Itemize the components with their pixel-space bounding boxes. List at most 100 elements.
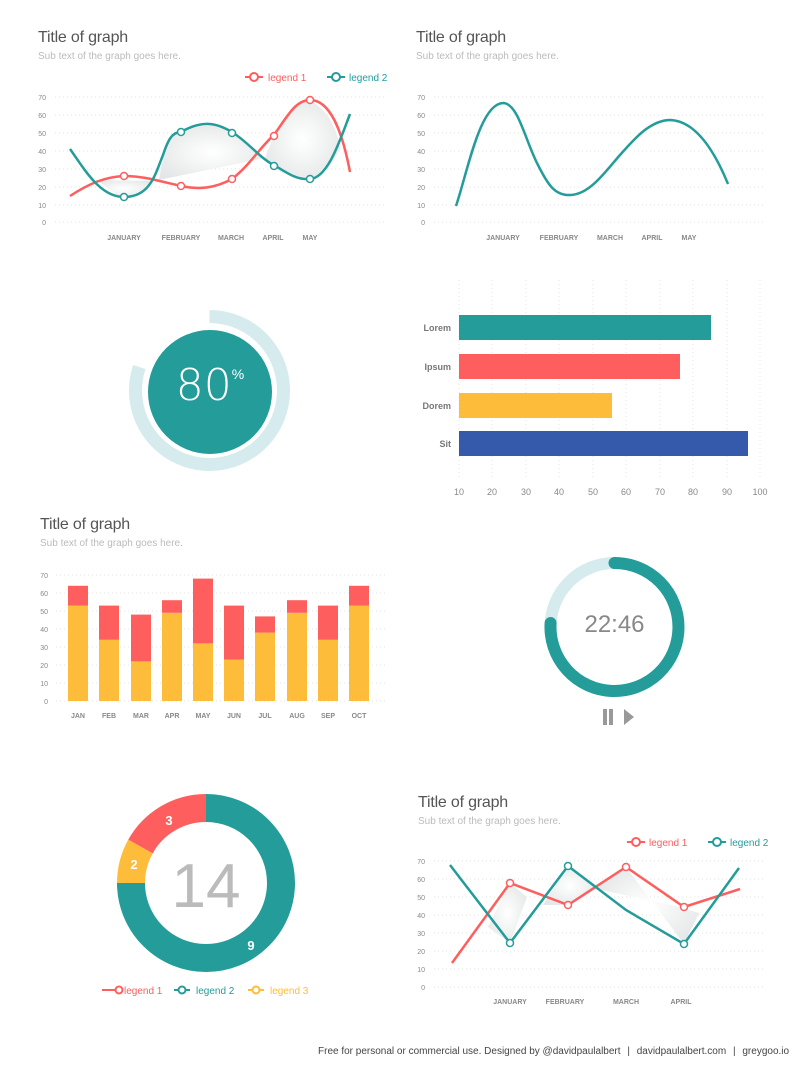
svg-text:SEP: SEP <box>321 713 335 720</box>
svg-text:9: 9 <box>247 938 254 953</box>
svg-text:APRIL: APRIL <box>642 235 664 242</box>
svg-text:0: 0 <box>421 985 425 992</box>
svg-text:MAR: MAR <box>133 713 149 720</box>
footer-credit: Free for personal or commercial use. Des… <box>318 1046 621 1057</box>
svg-text:3: 3 <box>165 813 172 828</box>
graph3-xaxis: JAN FEB MAR APR MAY JUN JUL AUG SEP OCT <box>71 713 367 720</box>
svg-text:Ipsum: Ipsum <box>424 362 451 372</box>
graph4-panel: Title of graph Sub text of the graph goe… <box>400 785 800 1020</box>
graph1-points <box>119 95 315 202</box>
graph4-legend-2[interactable]: legend 2 <box>708 837 769 849</box>
graph2-panel: Title of graph Sub text of the graph goe… <box>400 0 800 260</box>
svg-text:APRIL: APRIL <box>671 999 693 1006</box>
svg-text:MAY: MAY <box>303 235 318 242</box>
svg-text:FEBRUARY: FEBRUARY <box>162 235 201 242</box>
svg-text:40: 40 <box>417 149 425 156</box>
timer-ring <box>544 557 685 697</box>
progress-track <box>129 310 290 471</box>
donut-labels: 3 2 9 <box>130 813 254 953</box>
footer: Free for personal or commercial use. Des… <box>318 1046 789 1057</box>
graph2-series <box>454 101 730 207</box>
legend-marker-icon <box>331 72 341 82</box>
donut-legend-3[interactable]: legend 3 <box>248 985 309 997</box>
svg-text:legend 2: legend 2 <box>196 986 235 997</box>
svg-text:10: 10 <box>454 487 464 497</box>
hbar-panel: Lorem Ipsum Dorem Sit 10 20 30 40 50 60 70 80 90… <box>400 270 800 510</box>
svg-text:40: 40 <box>40 627 48 634</box>
svg-text:0: 0 <box>44 699 48 706</box>
svg-text:60: 60 <box>38 113 46 120</box>
progress-ring <box>129 310 290 471</box>
svg-text:JANUARY: JANUARY <box>486 235 520 242</box>
graph4-legend-1[interactable]: legend 1 <box>627 837 688 849</box>
svg-text:40: 40 <box>554 487 564 497</box>
svg-text:60: 60 <box>417 113 425 120</box>
svg-text:legend 1: legend 1 <box>268 73 307 84</box>
svg-text:30: 30 <box>521 487 531 497</box>
graph2-title: Title of graph <box>416 29 506 46</box>
svg-text:20: 20 <box>487 487 497 497</box>
svg-text:JANUARY: JANUARY <box>493 999 527 1006</box>
hbar-labels: Lorem Ipsum Dorem Sit <box>422 323 451 449</box>
svg-text:10: 10 <box>417 967 425 974</box>
legend-marker-icon <box>249 72 259 82</box>
svg-text:20: 20 <box>40 663 48 670</box>
svg-text:APR: APR <box>165 713 180 720</box>
svg-text:FEBRUARY: FEBRUARY <box>540 235 579 242</box>
graph4-subtitle: Sub text of the graph goes here. <box>418 816 561 827</box>
svg-text:10: 10 <box>38 203 46 210</box>
svg-text:20: 20 <box>417 185 425 192</box>
svg-text:legend 3: legend 3 <box>270 986 309 997</box>
footer-sep: | <box>732 1046 736 1057</box>
graph4-points <box>505 861 689 949</box>
timer-progress <box>544 557 685 697</box>
play-button[interactable] <box>624 709 636 725</box>
graph3-yaxis: 70 60 50 40 30 20 10 0 <box>40 573 48 706</box>
svg-text:90: 90 <box>722 487 732 497</box>
svg-text:APRIL: APRIL <box>263 235 285 242</box>
svg-text:0: 0 <box>421 220 425 227</box>
donut-legend-2[interactable]: legend 2 <box>174 985 235 997</box>
donut-segment-legend2 <box>117 794 295 972</box>
svg-text:20: 20 <box>38 185 46 192</box>
svg-text:MARCH: MARCH <box>218 235 244 242</box>
svg-text:2: 2 <box>130 857 137 872</box>
svg-text:40: 40 <box>417 913 425 920</box>
graph3-panel: Title of graph Sub text of the graph goe… <box>0 500 400 740</box>
graph1-subtitle: Sub text of the graph goes here. <box>38 51 181 62</box>
donut-svg: 3 2 9 14 legend 1 legend 2 legend 3 <box>102 794 309 997</box>
footer-link-greygoo[interactable]: greygoo.io <box>742 1046 790 1057</box>
graph1-panel: Title of graph Sub text of the graph goe… <box>0 0 400 260</box>
graph1-yaxis: 70 60 50 40 30 20 10 0 <box>38 95 46 227</box>
svg-text:0: 0 <box>42 220 46 227</box>
graph2-xaxis: JANUARY FEBRUARY MARCH APRIL MAY <box>486 235 697 242</box>
graph1-legend-1[interactable]: legend 1 <box>245 72 307 84</box>
pause-button[interactable] <box>603 709 615 725</box>
graph1-title: Title of graph <box>38 29 128 46</box>
bar-ipsum <box>459 354 680 379</box>
svg-text:30: 30 <box>40 645 48 652</box>
graph3-bars <box>68 578 369 701</box>
donut-legend-1[interactable]: legend 1 <box>102 985 163 997</box>
svg-text:70: 70 <box>417 95 425 102</box>
graph3-title: Title of graph <box>40 516 130 533</box>
svg-text:Lorem: Lorem <box>423 323 451 333</box>
svg-text:80: 80 <box>688 487 698 497</box>
svg-text:30: 30 <box>38 167 46 174</box>
footer-link-davidpaulalbert[interactable]: davidpaulalbert.com <box>636 1046 727 1057</box>
svg-text:40: 40 <box>38 149 46 156</box>
svg-text:50: 50 <box>40 609 48 616</box>
graph1-legend-2[interactable]: legend 2 <box>327 72 388 84</box>
progress-value: 80% <box>175 360 245 411</box>
svg-text:OCT: OCT <box>352 713 368 720</box>
svg-text:20: 20 <box>417 949 425 956</box>
svg-text:FEBRUARY: FEBRUARY <box>546 999 585 1006</box>
svg-text:JAN: JAN <box>71 713 85 720</box>
hbar-xaxis: 10 20 30 40 50 60 70 80 90 100 <box>454 487 768 497</box>
graph4-series-2 <box>449 864 741 946</box>
svg-text:60: 60 <box>621 487 631 497</box>
svg-text:60: 60 <box>40 591 48 598</box>
svg-text:30: 30 <box>417 931 425 938</box>
svg-text:100: 100 <box>752 487 767 497</box>
svg-text:30: 30 <box>417 167 425 174</box>
